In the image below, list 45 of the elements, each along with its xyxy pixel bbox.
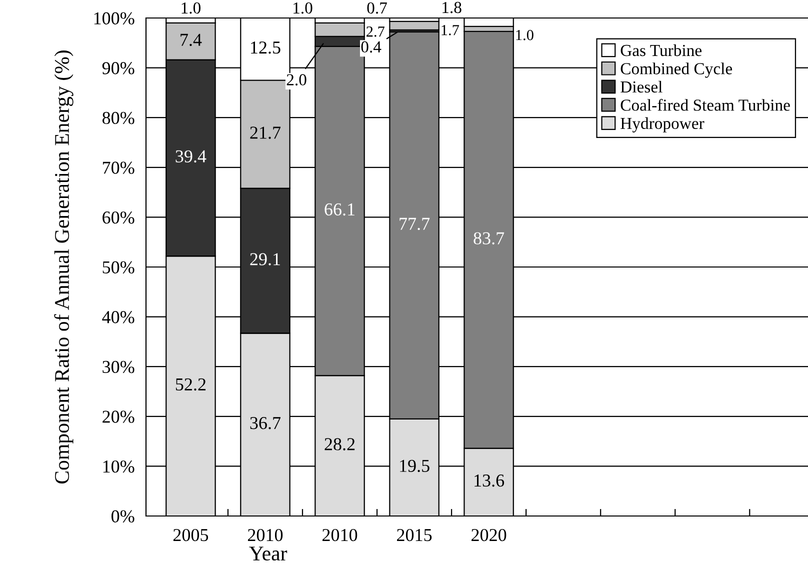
data-label: 77.7 [400, 218, 430, 230]
data-label: 2.0 [286, 74, 306, 86]
data-label: 83.7 [474, 232, 504, 244]
y-tick-label: 10% [103, 460, 134, 473]
data-label: 21.7 [250, 126, 281, 139]
data-label: 7.4 [180, 34, 202, 46]
y-tick-label: 60% [102, 211, 134, 224]
data-label: 1.0 [294, 2, 312, 14]
data-label: 0.7 [367, 2, 387, 14]
x-tick-label: 2005 [173, 528, 208, 542]
data-label: 12.5 [251, 42, 280, 54]
legend-label: Hydropower [620, 117, 704, 132]
y-tick-label: 90% [102, 62, 134, 74]
y-tick-label: 0% [112, 510, 134, 522]
data-label: 52.2 [176, 378, 206, 391]
x-tick-label: 2010 [248, 528, 283, 542]
data-label: 29.1 [250, 253, 280, 266]
x-tick-label: 2020 [472, 528, 506, 542]
data-label: 2.7 [366, 26, 384, 37]
data-label: 1.0 [516, 30, 534, 40]
y-tick-label: 70% [102, 162, 134, 174]
data-label: 39.4 [176, 150, 206, 163]
y-axis-title: Component Ratio of Annual Generation Energy (%) [54, 50, 74, 484]
legend-label: Coal-fired Steam Turbine [620, 98, 790, 111]
y-tick-label: 100% [94, 12, 134, 24]
legend-label: Diesel [620, 80, 662, 93]
data-label: 28.2 [324, 438, 355, 450]
x-axis-title: Year [249, 546, 288, 561]
data-label: 19.5 [400, 460, 430, 472]
data-label: 36.7 [250, 417, 281, 430]
y-tick-label: 80% [102, 112, 134, 124]
x-tick-label: 2010 [322, 528, 358, 542]
legend-label: Gas Turbine [620, 44, 702, 56]
y-tick-label: 40% [102, 311, 134, 324]
data-label: 1.0 [182, 2, 200, 14]
y-tick-label: 20% [102, 410, 134, 423]
data-label: 66.1 [324, 203, 354, 216]
x-tick-label: 2015 [397, 528, 432, 542]
y-tick-label: 30% [102, 360, 134, 374]
data-label: 1.8 [442, 2, 462, 14]
data-label: 13.6 [474, 474, 504, 487]
data-label: 0.4 [361, 41, 382, 53]
data-label: 1.7 [442, 24, 460, 36]
y-tick-label: 50% [102, 261, 134, 274]
legend-label: Combined Cycle [620, 62, 732, 78]
